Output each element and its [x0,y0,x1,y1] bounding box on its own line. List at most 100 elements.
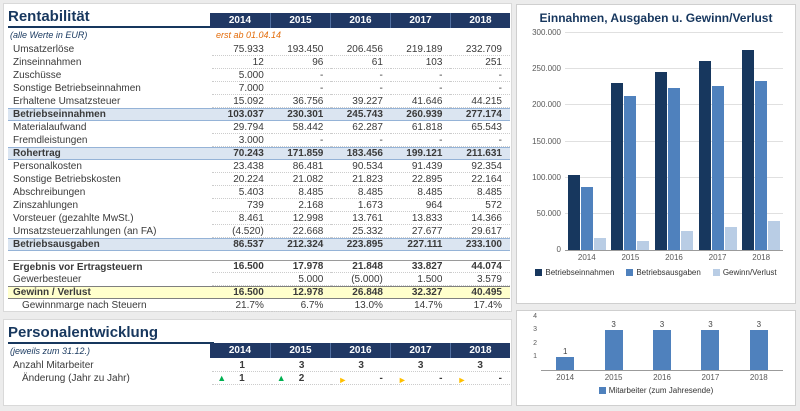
cell-value[interactable]: 572 [450,199,510,212]
cell-value[interactable]: 91.439 [390,160,451,173]
row-label[interactable] [8,251,212,260]
cell-value[interactable]: 61.818 [390,121,451,134]
cell-value[interactable]: ► - [390,372,451,385]
income-expense-chart[interactable]: Einnahmen, Ausgaben u. Gewinn/Verlust 0 5… [516,4,796,304]
row-label[interactable]: Ergebnis vor Ertragsteuern [13,261,143,273]
cell-value[interactable]: 230.301 [287,109,324,120]
cell-value[interactable]: 27.677 [390,225,451,238]
row-label[interactable]: Rohertrag [13,148,61,159]
cell-value[interactable]: ▲ 2 [271,372,332,385]
cell-value[interactable]: 1.500 [390,273,451,286]
cell-value[interactable]: 26.848 [352,287,383,298]
cell-value[interactable]: 90.534 [331,160,391,173]
cell-value[interactable]: 223.895 [346,239,383,250]
cell-value[interactable]: - [331,82,391,95]
cell-value[interactable]: 44.074 [450,261,510,273]
cell-value[interactable]: 233.100 [465,239,502,250]
cell-value[interactable] [331,251,391,260]
cell-value[interactable]: 183.456 [346,148,383,159]
cell-value[interactable]: 103.037 [227,109,264,120]
cell-value[interactable]: 22.164 [450,173,510,186]
row-label[interactable]: Gewerbesteuer [13,274,82,285]
cell-value[interactable]: 251 [450,56,510,69]
cell-value[interactable]: 5.000 [271,273,332,286]
cell-value[interactable]: - [450,134,510,147]
row-label[interactable]: Umsatzsteuerzahlungen (an FA) [13,226,157,237]
cell-value[interactable]: 17.978 [271,261,332,273]
cell-value[interactable]: 219.189 [390,43,451,56]
cell-value[interactable]: (4.520) [212,225,272,238]
cell-value[interactable]: 21.082 [271,173,332,186]
cell-value[interactable]: 75.933 [212,43,272,56]
cell-value[interactable]: 1 [212,359,272,372]
cell-value[interactable]: - [331,69,391,82]
cell-value[interactable]: 16.500 [212,261,272,273]
year-header-cell[interactable]: 2014 [210,343,270,358]
row-label[interactable]: Abschreibungen [13,187,86,198]
cell-value[interactable]: 33.827 [390,261,451,273]
cell-value[interactable]: 22.668 [271,225,332,238]
cell-value[interactable]: ► - [331,372,391,385]
cell-value[interactable]: 14.366 [450,212,510,225]
cell-value[interactable]: (5.000) [331,273,391,286]
cell-value[interactable]: 199.121 [406,148,443,159]
cell-value[interactable]: 86.537 [233,239,264,250]
cell-value[interactable]: 13.0% [331,299,391,312]
row-label[interactable]: Sonstige Betriebskosten [13,174,121,185]
year-header-cell[interactable]: 2015 [270,343,330,358]
cell-value[interactable]: - [271,82,332,95]
row-label[interactable]: Anzahl Mitarbeiter [13,360,94,371]
cell-value[interactable]: 964 [390,199,451,212]
cell-value[interactable]: 12.998 [271,212,332,225]
cell-value[interactable]: 5.403 [212,186,272,199]
cell-value[interactable]: 65.543 [450,121,510,134]
row-label[interactable]: Materialaufwand [13,122,87,133]
cell-value[interactable] [391,251,451,260]
cell-value[interactable]: - [271,134,332,147]
cell-value[interactable]: 2.168 [271,199,332,212]
cell-value[interactable]: 211.631 [466,148,502,159]
cell-value[interactable]: - [450,82,510,95]
cell-value[interactable]: - [390,82,451,95]
cell-value[interactable]: 62.287 [331,121,391,134]
cell-value[interactable]: 15.092 [212,95,272,108]
cell-value[interactable] [272,251,332,260]
cell-value[interactable]: 20.224 [212,173,272,186]
cell-value[interactable]: 8.485 [390,186,451,199]
row-label[interactable]: Gewinn / Verlust [13,287,91,298]
cell-value[interactable]: 92.354 [450,160,510,173]
cell-value[interactable]: 7.000 [212,82,272,95]
cell-value[interactable]: 227.111 [407,239,443,250]
cell-value[interactable]: 3.000 [212,134,272,147]
cell-value[interactable]: ► - [450,372,511,385]
cell-value[interactable]: - [331,134,391,147]
cell-value[interactable] [212,273,272,286]
cell-value[interactable]: 41.646 [390,95,451,108]
cell-value[interactable]: 3 [390,359,451,372]
staff-chart[interactable]: 1 2 3 4 1 3 3 3 3 2014 2015 2016 2017 2018 Mitarbei… [516,310,796,406]
cell-value[interactable]: 29.617 [450,225,510,238]
cell-value[interactable]: 3 [331,359,391,372]
cell-value[interactable]: 13.833 [390,212,451,225]
cell-value[interactable]: 5.000 [212,69,272,82]
cell-value[interactable]: 21.848 [331,261,391,273]
row-label[interactable]: Zinszahlungen [13,200,79,211]
cell-value[interactable]: 232.709 [450,43,510,56]
row-label[interactable]: Umsatzerlöse [13,44,75,55]
cell-value[interactable]: 23.438 [212,160,272,173]
cell-value[interactable]: 1.673 [331,199,391,212]
cell-value[interactable]: - [390,69,451,82]
cell-value[interactable]: 29.794 [212,121,272,134]
cell-value[interactable]: 36.756 [271,95,332,108]
cell-value[interactable]: 86.481 [271,160,332,173]
row-label[interactable]: Gewinnmarge nach Steuern [22,300,147,311]
cell-value[interactable]: 40.495 [471,287,502,298]
cell-value[interactable]: 70.243 [233,148,264,159]
cell-value[interactable]: 39.227 [331,95,391,108]
cell-value[interactable]: 58.442 [271,121,332,134]
row-label[interactable]: Zuschüsse [13,70,62,81]
cell-value[interactable]: 8.485 [331,186,391,199]
year-header-cell[interactable]: 2018 [450,13,510,28]
year-header-cell[interactable]: 2015 [270,13,330,28]
cell-value[interactable]: - [390,134,451,147]
